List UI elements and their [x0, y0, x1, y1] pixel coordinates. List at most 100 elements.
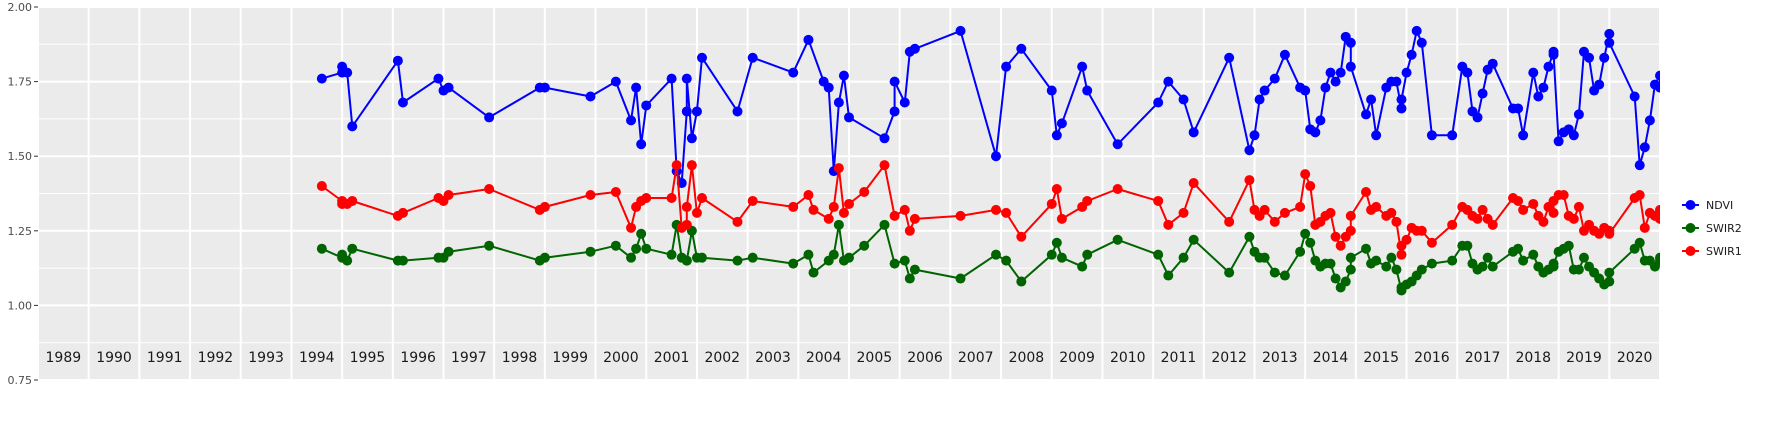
data-point-swir2	[1655, 255, 1660, 266]
legend-label: SWIR2	[1706, 222, 1742, 235]
data-point-swir1	[990, 204, 1001, 215]
data-point-ndvi	[1670, 80, 1680, 90]
data-point-swir1	[823, 213, 834, 224]
year-label: 1996	[400, 350, 436, 366]
data-point-ndvi	[1249, 130, 1260, 141]
data-point-swir1	[904, 225, 915, 236]
year-label: 1997	[451, 350, 487, 366]
data-point-swir2	[1447, 255, 1458, 266]
legend: NDVI SWIR2 SWIR1	[1682, 199, 1742, 258]
data-point-swir2	[1751, 250, 1761, 260]
data-point-swir2	[697, 252, 708, 263]
data-point-ndvi	[1426, 130, 1437, 141]
data-point-swir1	[610, 187, 621, 198]
data-point-swir1	[879, 160, 890, 171]
legend-key-point	[1685, 223, 1696, 233]
data-point-swir2	[1305, 237, 1316, 248]
data-point-swir2	[1685, 259, 1695, 269]
year-label: 2018	[1515, 350, 1551, 366]
data-point-swir2	[1548, 258, 1559, 269]
data-point-ndvi	[1056, 118, 1067, 129]
data-point-swir1	[1741, 229, 1751, 239]
data-point-swir2	[1163, 270, 1174, 281]
data-point-swir1	[1345, 225, 1356, 236]
year-label: 2006	[907, 350, 943, 366]
data-point-swir1	[1665, 211, 1675, 221]
data-point-ndvi	[1665, 77, 1675, 87]
data-point-swir2	[904, 273, 915, 284]
data-point-swir1	[1518, 204, 1529, 215]
legend-label: SWIR1	[1706, 245, 1742, 258]
year-label: 2015	[1363, 350, 1399, 366]
data-point-swir1	[859, 187, 870, 198]
data-point-swir1	[1447, 219, 1458, 230]
data-point-swir2	[1371, 255, 1382, 266]
data-point-ndvi	[1335, 67, 1346, 78]
data-point-swir1	[1345, 210, 1356, 221]
data-point-swir1	[1056, 213, 1067, 224]
data-point-ndvi	[610, 76, 621, 87]
data-point-swir1	[1001, 207, 1012, 218]
data-point-swir2	[1563, 240, 1574, 251]
data-point-swir1	[1153, 195, 1164, 206]
data-point-swir1	[666, 192, 677, 203]
data-point-ndvi	[838, 70, 849, 81]
data-point-ndvi	[1153, 97, 1164, 108]
data-point-ndvi	[1254, 94, 1265, 105]
data-point-ndvi	[1655, 70, 1660, 81]
data-point-ndvi	[833, 97, 844, 108]
data-point-swir2	[1660, 259, 1670, 269]
year-label: 2000	[603, 350, 639, 366]
data-point-ndvi	[909, 43, 920, 54]
data-point-swir2	[828, 249, 839, 260]
data-point-swir2	[1051, 237, 1062, 248]
data-point-swir2	[1325, 258, 1336, 269]
data-point-swir2	[1426, 258, 1437, 269]
data-point-swir2	[1736, 268, 1746, 278]
data-point-swir2	[1513, 243, 1524, 254]
data-point-swir2	[899, 255, 910, 266]
data-point-swir2	[1046, 249, 1057, 260]
data-point-swir1	[397, 207, 408, 218]
data-point-swir2	[1340, 276, 1351, 287]
data-point-swir2	[1518, 255, 1529, 266]
data-point-ndvi	[1690, 115, 1700, 125]
data-point-swir1	[1472, 213, 1483, 224]
data-point-swir2	[1391, 264, 1402, 275]
y-tick-label: 1.75	[8, 76, 33, 89]
data-point-ndvi	[397, 97, 408, 108]
data-point-ndvi	[1046, 85, 1057, 96]
data-point-ndvi	[1660, 56, 1670, 66]
data-point-ndvi	[1361, 109, 1372, 120]
data-point-ndvi	[1462, 67, 1473, 78]
data-point-ndvi	[1680, 62, 1690, 72]
data-point-swir2	[1381, 261, 1392, 272]
data-point-ndvi	[433, 73, 444, 84]
data-point-ndvi	[1082, 85, 1093, 96]
data-point-ndvi	[1051, 130, 1062, 141]
data-point-swir1	[899, 204, 910, 215]
data-point-ndvi	[1604, 28, 1615, 39]
data-point-swir2	[1680, 277, 1690, 287]
data-point-ndvi	[342, 67, 353, 78]
data-point-swir2	[1259, 252, 1270, 263]
data-point-ndvi	[879, 133, 890, 144]
data-point-ndvi	[1706, 139, 1716, 149]
data-point-swir2	[1112, 234, 1123, 245]
data-point-swir1	[1361, 187, 1372, 198]
data-point-ndvi	[1366, 94, 1377, 105]
year-label: 2012	[1211, 350, 1247, 366]
data-point-swir2	[833, 219, 844, 230]
data-point-swir2	[1634, 237, 1645, 248]
legend-item-swir1: SWIR1	[1682, 245, 1742, 258]
data-point-ndvi	[1665, 74, 1675, 84]
data-point-swir2	[1056, 252, 1067, 263]
data-point-swir1	[1224, 216, 1235, 227]
data-point-ndvi	[666, 73, 677, 84]
data-point-swir2	[443, 246, 454, 257]
data-point-swir2	[397, 255, 408, 266]
data-point-swir1	[889, 210, 900, 221]
data-point-ndvi	[1178, 94, 1189, 105]
data-point-swir1	[671, 160, 682, 171]
data-point-swir2	[666, 249, 677, 260]
